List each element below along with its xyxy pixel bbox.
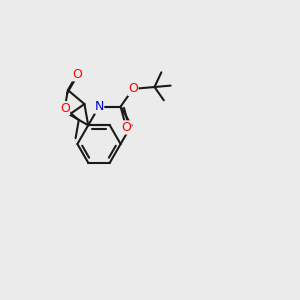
Text: O: O [121, 121, 131, 134]
Text: O: O [60, 102, 70, 115]
Text: O: O [72, 68, 82, 81]
Text: O: O [128, 82, 138, 95]
Text: N: N [94, 100, 104, 113]
